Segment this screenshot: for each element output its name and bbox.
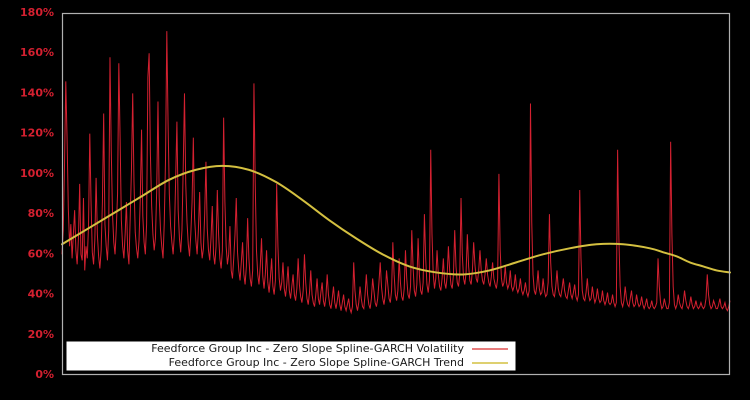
legend-box — [65, 340, 517, 372]
trend-series — [61, 164, 731, 276]
volatility-series — [61, 31, 731, 315]
chart-legend: Feedforce Group Inc - Zero Slope Spline-… — [65, 340, 517, 372]
y-axis-tick-label: 180% — [20, 6, 54, 19]
y-axis-tick-label: 80% — [28, 207, 54, 220]
volatility-line — [61, 31, 731, 315]
y-axis-tick-label: 20% — [28, 328, 54, 341]
legend-entry-label: Feedforce Group Inc - Zero Slope Spline-… — [169, 356, 464, 369]
y-axis-tick-label: 40% — [28, 288, 54, 301]
y-axis-tick-label: 100% — [20, 167, 54, 180]
y-axis-tick-label: 140% — [20, 86, 54, 99]
legend-entry-label: Feedforce Group Inc - Zero Slope Spline-… — [151, 342, 464, 355]
y-axis-tick-labels: 0% 20% 40% 60% 80% 100% 120% 140% 160% 180% — [20, 6, 54, 381]
trend-line — [61, 164, 731, 276]
plot-area-border — [61, 12, 731, 376]
y-axis-tick-label: 0% — [35, 368, 54, 381]
y-axis-tick-label: 160% — [20, 46, 54, 59]
y-axis-tick-label: 60% — [28, 247, 54, 260]
y-axis-tick-label: 120% — [20, 127, 54, 140]
